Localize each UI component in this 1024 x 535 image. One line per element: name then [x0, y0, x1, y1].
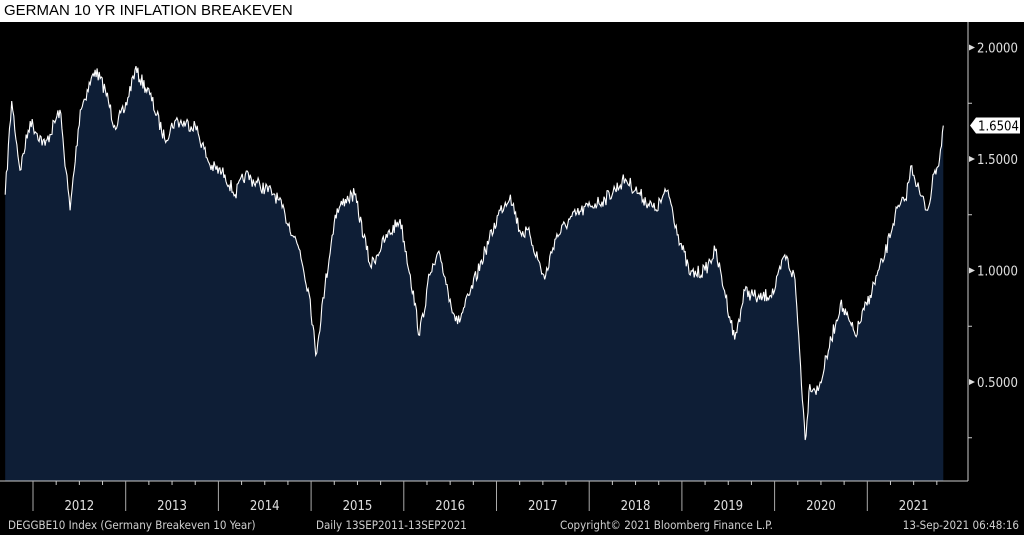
x-tick-label: 2016	[435, 499, 465, 514]
footer-copyright: Copyright© 2021 Bloomberg Finance L.P.	[560, 518, 773, 532]
x-tick-label: 2019	[713, 499, 743, 514]
x-tick-label: 2015	[343, 499, 373, 514]
y-tick-label: 1.5000	[977, 153, 1018, 168]
chart-title: GERMAN 10 YR INFLATION BREAKEVEN	[4, 2, 293, 19]
y-tick-marker	[969, 267, 975, 274]
footer-index: DEGGBE10 Index (Germany Breakeven 10 Yea…	[8, 518, 256, 532]
last-value-tag	[970, 117, 1020, 134]
footer-range: Daily 13SEP2011-13SEP2021	[316, 518, 467, 532]
y-tick-marker	[969, 379, 975, 385]
y-tick-label: 1.0000	[977, 265, 1018, 280]
x-tick-label: 2018	[621, 499, 651, 514]
x-tick-label: 2014	[250, 499, 280, 514]
x-tick-label: 2021	[899, 499, 929, 514]
chart-svg: 2.0000 1.5000 1.0000 0.5000 1.6504 2012 2013 20…	[0, 22, 1024, 535]
last-value-label: 1.6504	[978, 119, 1019, 134]
series-line	[4, 65, 944, 441]
area-fill	[5, 66, 944, 481]
x-tick-label: 2012	[64, 499, 94, 514]
footer-timestamp: 13-Sep-2021 06:48:16	[903, 518, 1019, 532]
y-tick-marker	[969, 156, 975, 162]
y-tick-label: 0.5000	[977, 376, 1018, 391]
y-tick-label: 2.0000	[977, 42, 1018, 57]
x-tick-label: 2020	[806, 499, 836, 514]
y-tick-marker	[969, 44, 975, 51]
x-tick-label: 2013	[157, 499, 187, 514]
x-tick-label: 2017	[528, 499, 558, 514]
